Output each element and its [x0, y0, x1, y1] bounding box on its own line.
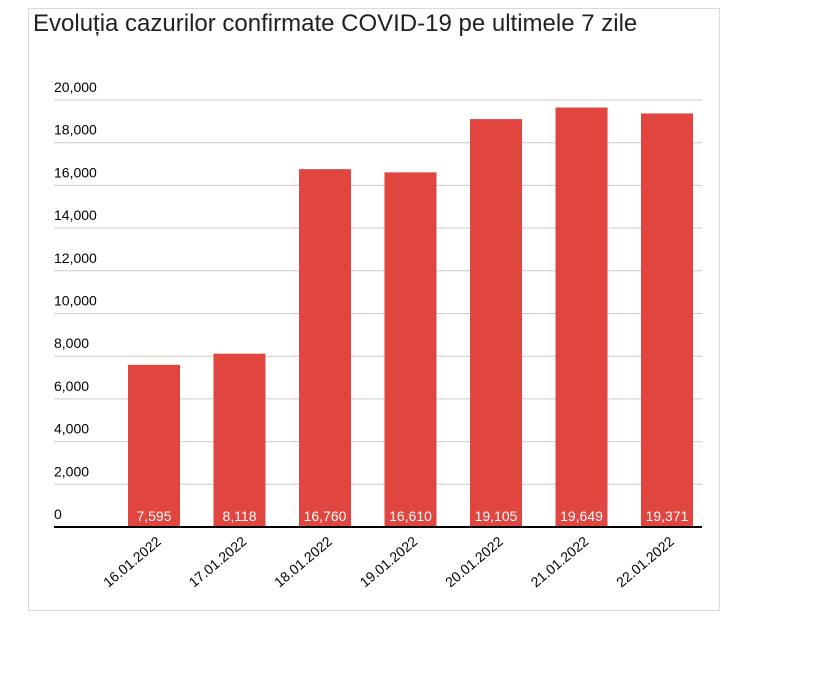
x-tick-label-18.01.2022: 18.01.2022 — [271, 533, 335, 590]
y-tick-label-6000: 6,000 — [54, 378, 89, 394]
x-tick-label-21.01.2022: 21.01.2022 — [527, 533, 591, 590]
data-label-22.01.2022: 19,371 — [646, 508, 689, 524]
bar-21.01.2022 — [555, 107, 608, 528]
data-label-20.01.2022: 19,105 — [475, 508, 518, 524]
data-label-18.01.2022: 16,760 — [304, 508, 347, 524]
x-tick-label-17.01.2022: 17.01.2022 — [185, 533, 249, 590]
bar-16.01.2022 — [128, 364, 180, 527]
data-label-16.01.2022: 7,595 — [136, 508, 171, 524]
x-tick-label-16.01.2022: 16.01.2022 — [100, 533, 164, 590]
data-label-21.01.2022: 19,649 — [560, 508, 603, 524]
y-tick-label-12000: 12,000 — [54, 250, 97, 266]
bar-20.01.2022 — [470, 119, 522, 528]
x-tick-label-19.01.2022: 19.01.2022 — [356, 533, 420, 590]
bar-17.01.2022 — [213, 353, 266, 527]
y-tick-label-18000: 18,000 — [54, 122, 97, 138]
y-tick-label-0: 0 — [54, 506, 62, 522]
data-label-19.01.2022: 16,610 — [389, 508, 432, 524]
y-tick-label-14000: 14,000 — [54, 207, 97, 223]
y-tick-label-16000: 16,000 — [54, 164, 97, 180]
x-tick-label-20.01.2022: 20.01.2022 — [442, 533, 506, 590]
y-tick-label-8000: 8,000 — [54, 335, 89, 351]
bar-19.01.2022 — [384, 172, 437, 527]
bar-18.01.2022 — [299, 169, 351, 527]
y-tick-label-20000: 20,000 — [54, 79, 97, 95]
x-tick-label-22.01.2022: 22.01.2022 — [613, 533, 677, 590]
data-label-17.01.2022: 8,118 — [223, 508, 257, 524]
y-tick-label-2000: 2,000 — [54, 463, 89, 479]
chart-title: Evoluția cazurilor confirmate COVID-19 p… — [33, 10, 638, 37]
bar-22.01.2022 — [641, 113, 693, 528]
y-tick-label-4000: 4,000 — [54, 421, 89, 437]
y-tick-label-10000: 10,000 — [54, 293, 97, 309]
